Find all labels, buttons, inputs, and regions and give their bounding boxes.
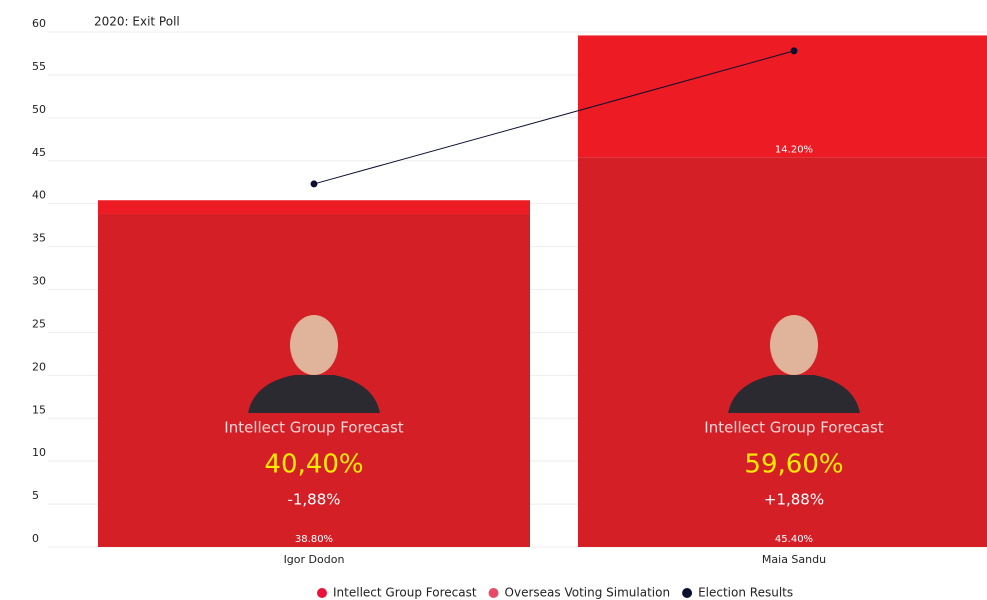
annotation-label: Intellect Group Forecast [224,419,404,437]
line-point [791,47,798,54]
legend-label: Overseas Voting Simulation [505,586,671,600]
y-tick-label: 0 [32,532,39,545]
y-tick-label: 5 [32,489,39,502]
annotation-value: 40,40% [264,450,363,480]
legend-marker [317,588,327,598]
y-tick-label: 55 [32,60,46,73]
data-label: 38.80% [295,534,333,545]
y-tick-label: 15 [32,403,46,416]
y-tick-label: 20 [32,360,46,373]
y-tick-label: 50 [32,103,46,116]
chart-title: 2020: Exit Poll [94,15,180,29]
y-tick-label: 60 [32,17,46,30]
y-tick-label: 35 [32,232,46,245]
x-tick-label: Maia Sandu [762,553,826,566]
data-label: 14.20% [775,144,813,155]
annotation-label: Intellect Group Forecast [704,419,884,437]
legend-marker [682,588,692,598]
annotation-change: -1,88% [287,491,340,509]
y-tick-label: 45 [32,146,46,159]
y-tick-label: 25 [32,317,46,330]
legend-label: Election Results [698,586,793,600]
x-tick-label: Igor Dodon [284,553,345,566]
legend-marker [489,588,499,598]
y-tick-label: 30 [32,275,46,288]
legend-label: Intellect Group Forecast [333,586,477,600]
photo-face [290,315,338,375]
bar-segment [98,200,530,214]
annotation-value: 59,60% [744,450,843,480]
y-tick-label: 40 [32,189,46,202]
line-point [311,180,318,187]
annotation-change: +1,88% [764,491,824,509]
photo-face [770,315,818,375]
data-label: 45.40% [775,534,813,545]
chart: 2020: Exit Poll 0 5 10 15 20 25 30 35 40 45 50 55 60… [0,0,987,600]
y-tick-label: 10 [32,446,46,459]
